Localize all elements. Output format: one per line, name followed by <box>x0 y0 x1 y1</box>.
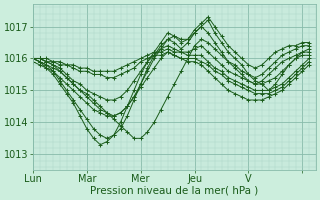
X-axis label: Pression niveau de la mer( hPa ): Pression niveau de la mer( hPa ) <box>90 186 259 196</box>
